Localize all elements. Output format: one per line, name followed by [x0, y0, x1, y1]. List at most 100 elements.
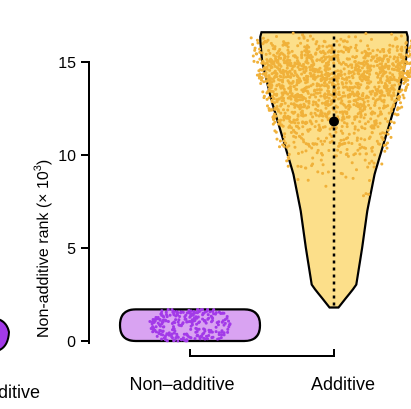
data-point [366, 44, 370, 48]
data-point [387, 67, 391, 71]
data-point [347, 35, 351, 39]
data-point [160, 337, 164, 341]
data-point [311, 162, 315, 166]
data-point [400, 49, 404, 53]
data-point [286, 104, 290, 108]
data-point [319, 51, 323, 55]
data-point [397, 79, 401, 83]
data-point [217, 310, 221, 314]
data-point [300, 64, 304, 68]
data-point [289, 72, 293, 76]
data-point [223, 321, 227, 325]
data-point [270, 80, 274, 84]
data-point [392, 57, 396, 61]
data-point [170, 308, 174, 312]
data-point [314, 119, 318, 123]
data-point [355, 68, 359, 72]
data-point [164, 334, 167, 338]
data-point [370, 159, 374, 163]
data-point [351, 176, 355, 180]
data-point [354, 46, 357, 50]
data-point [352, 103, 356, 107]
data-point [381, 72, 385, 76]
data-point [371, 110, 375, 114]
data-point [339, 37, 343, 41]
data-point [192, 316, 196, 320]
data-point [286, 45, 290, 49]
data-point [270, 72, 274, 76]
data-point [327, 60, 331, 64]
data-point [306, 90, 310, 94]
data-point [172, 338, 176, 342]
data-point [273, 120, 277, 124]
data-point [330, 58, 333, 62]
data-point [362, 100, 366, 104]
data-point [171, 310, 175, 314]
data-point [338, 141, 342, 145]
data-point [263, 62, 267, 66]
data-point [297, 152, 300, 155]
data-point [402, 71, 406, 75]
data-point [328, 93, 332, 97]
data-point [202, 336, 206, 340]
data-point [300, 50, 304, 54]
data-point [288, 90, 292, 94]
data-point [384, 54, 388, 58]
data-point [364, 146, 368, 150]
data-point [356, 90, 360, 94]
data-point [265, 67, 269, 71]
data-point [292, 118, 296, 122]
data-point [337, 50, 340, 54]
data-point [351, 55, 355, 59]
data-point [339, 171, 343, 175]
data-point [351, 70, 355, 74]
data-point [336, 148, 340, 152]
data-point [217, 320, 221, 324]
data-point [378, 132, 382, 136]
data-point [327, 96, 331, 100]
data-point [314, 107, 318, 111]
data-point [344, 137, 348, 141]
data-point [293, 71, 297, 75]
data-point [321, 44, 325, 48]
data-point [289, 94, 293, 98]
data-point [387, 64, 391, 68]
data-point [319, 79, 323, 83]
data-point [323, 52, 327, 56]
data-point [221, 311, 225, 315]
data-point [355, 136, 359, 140]
data-point [211, 316, 215, 320]
data-point [256, 60, 260, 64]
data-point [272, 112, 276, 116]
data-point [273, 45, 277, 49]
data-point [292, 85, 296, 88]
data-point [170, 322, 174, 325]
data-point [272, 116, 276, 120]
data-point [342, 91, 345, 95]
data-point [187, 308, 191, 312]
data-point [275, 100, 279, 104]
data-point [226, 327, 230, 331]
violin-non-additive [118, 308, 262, 343]
data-point [154, 330, 158, 334]
data-point [402, 57, 406, 61]
data-point [354, 81, 358, 85]
data-point [378, 112, 382, 116]
data-point [206, 337, 209, 341]
data-point [332, 61, 336, 65]
data-point [295, 80, 299, 84]
data-point [292, 134, 296, 138]
data-point [296, 65, 300, 69]
data-point [383, 131, 387, 135]
data-point [359, 115, 363, 119]
data-point [353, 117, 357, 121]
data-point [358, 143, 362, 147]
data-point [206, 308, 210, 311]
data-point [257, 69, 261, 73]
data-point [343, 72, 347, 76]
median-point [329, 116, 339, 127]
data-point [342, 121, 346, 125]
data-point [381, 131, 385, 135]
data-point [174, 318, 178, 322]
data-point [201, 311, 205, 315]
